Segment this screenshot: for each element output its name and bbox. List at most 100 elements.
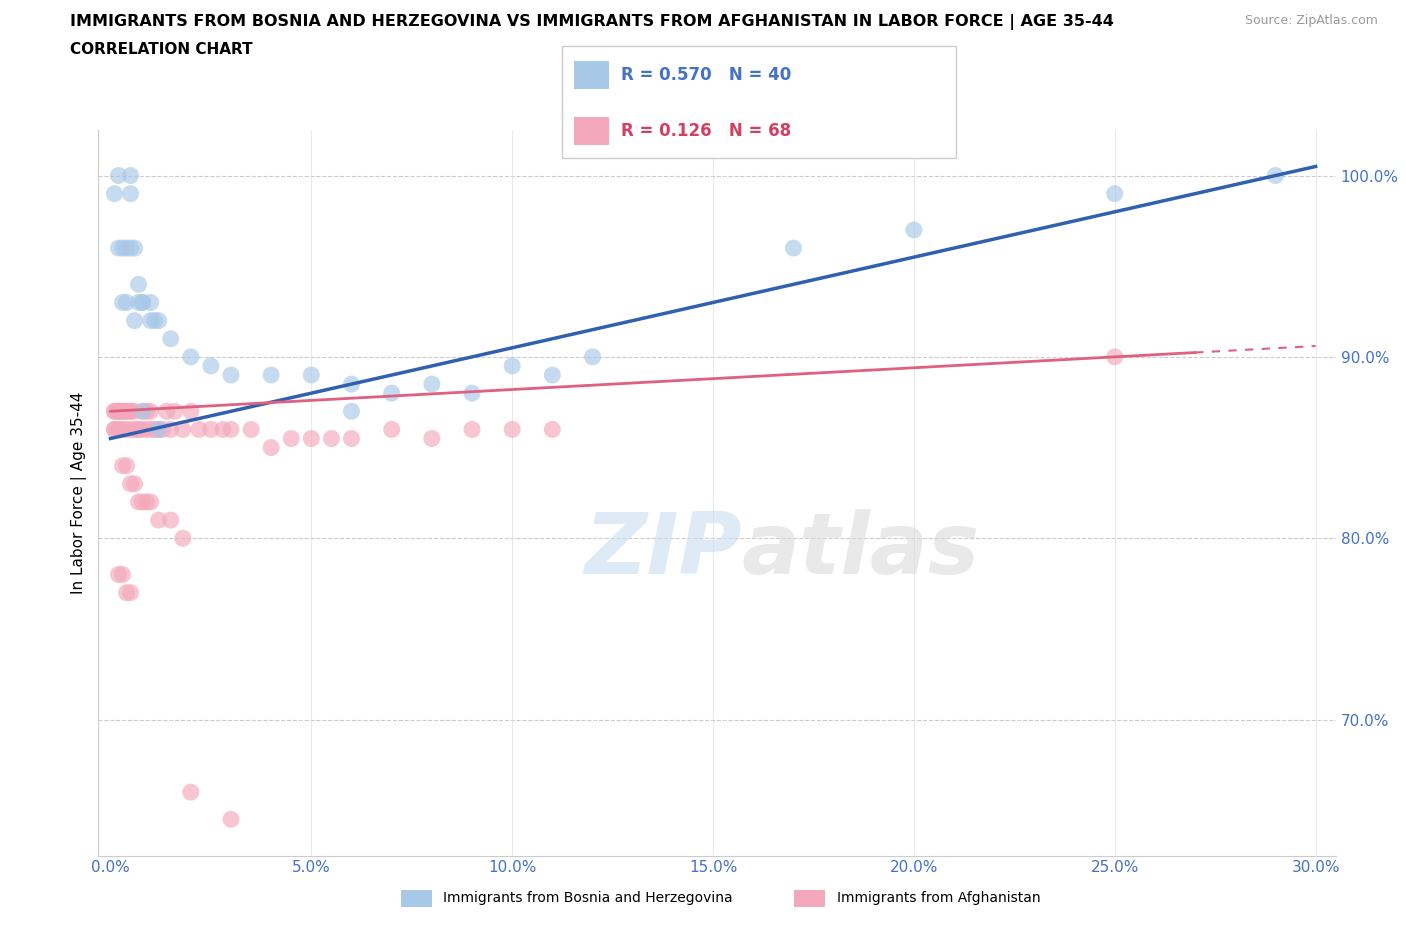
Point bbox=[143, 313, 166, 328]
Point bbox=[148, 512, 170, 527]
Point bbox=[148, 313, 170, 328]
Point bbox=[103, 404, 125, 418]
Point bbox=[115, 295, 138, 310]
Point bbox=[172, 422, 194, 437]
Point bbox=[581, 350, 603, 365]
Point bbox=[107, 422, 129, 437]
Point bbox=[420, 432, 443, 446]
Point bbox=[107, 241, 129, 256]
Text: ZIP: ZIP bbox=[583, 510, 742, 592]
Point bbox=[103, 404, 125, 418]
Text: CORRELATION CHART: CORRELATION CHART bbox=[70, 42, 253, 57]
Point bbox=[124, 404, 146, 418]
Point bbox=[111, 567, 134, 582]
Point bbox=[321, 432, 343, 446]
Point bbox=[541, 367, 564, 382]
Point bbox=[143, 422, 166, 437]
Text: Immigrants from Afghanistan: Immigrants from Afghanistan bbox=[837, 891, 1040, 906]
Point bbox=[139, 404, 162, 418]
Point bbox=[340, 404, 363, 418]
Point bbox=[461, 422, 484, 437]
Point bbox=[115, 585, 138, 600]
Point bbox=[107, 404, 129, 418]
Point bbox=[159, 422, 181, 437]
Point bbox=[115, 458, 138, 473]
Point bbox=[115, 404, 138, 418]
Point bbox=[340, 377, 363, 392]
Point bbox=[381, 386, 404, 401]
Point bbox=[152, 422, 174, 437]
Point bbox=[115, 241, 138, 256]
Point bbox=[120, 186, 142, 201]
Point bbox=[240, 422, 263, 437]
Point bbox=[260, 367, 283, 382]
Point bbox=[120, 168, 142, 183]
Text: Source: ZipAtlas.com: Source: ZipAtlas.com bbox=[1244, 14, 1378, 27]
Point bbox=[131, 495, 153, 510]
Point bbox=[782, 241, 804, 256]
Point bbox=[107, 422, 129, 437]
Point bbox=[219, 422, 242, 437]
Text: R = 0.126   N = 68: R = 0.126 N = 68 bbox=[621, 122, 792, 140]
Point bbox=[280, 432, 302, 446]
Point bbox=[903, 222, 925, 237]
Point bbox=[111, 404, 134, 418]
Point bbox=[420, 377, 443, 392]
Point bbox=[340, 432, 363, 446]
Point bbox=[124, 313, 146, 328]
Point bbox=[107, 567, 129, 582]
Point bbox=[115, 422, 138, 437]
Point bbox=[501, 358, 523, 373]
Point bbox=[111, 404, 134, 418]
Point bbox=[139, 422, 162, 437]
Point bbox=[111, 404, 134, 418]
Point bbox=[103, 422, 125, 437]
Point bbox=[180, 404, 202, 418]
Point bbox=[461, 386, 484, 401]
Point bbox=[200, 422, 222, 437]
Point bbox=[187, 422, 209, 437]
Point bbox=[156, 404, 179, 418]
Text: atlas: atlas bbox=[742, 510, 980, 592]
Point bbox=[200, 358, 222, 373]
Point bbox=[135, 404, 157, 418]
Point bbox=[111, 241, 134, 256]
Point bbox=[107, 168, 129, 183]
Point bbox=[128, 422, 150, 437]
Point bbox=[131, 295, 153, 310]
Point bbox=[219, 812, 242, 827]
Point bbox=[124, 476, 146, 491]
Point bbox=[1104, 350, 1126, 365]
Point bbox=[124, 422, 146, 437]
Point bbox=[120, 476, 142, 491]
Point bbox=[180, 350, 202, 365]
Point bbox=[103, 186, 125, 201]
Point bbox=[120, 404, 142, 418]
Point bbox=[139, 313, 162, 328]
Point bbox=[1264, 168, 1286, 183]
Point bbox=[131, 422, 153, 437]
Point bbox=[381, 422, 404, 437]
Text: R = 0.570   N = 40: R = 0.570 N = 40 bbox=[621, 66, 792, 84]
Point bbox=[139, 295, 162, 310]
Point bbox=[219, 367, 242, 382]
Point bbox=[120, 241, 142, 256]
Point bbox=[163, 404, 186, 418]
Point bbox=[128, 422, 150, 437]
Point bbox=[111, 422, 134, 437]
Point bbox=[299, 432, 322, 446]
Point bbox=[159, 331, 181, 346]
Point bbox=[148, 422, 170, 437]
Point bbox=[128, 495, 150, 510]
Point bbox=[139, 495, 162, 510]
Y-axis label: In Labor Force | Age 35-44: In Labor Force | Age 35-44 bbox=[72, 392, 87, 594]
Point bbox=[111, 458, 134, 473]
Point bbox=[120, 404, 142, 418]
Point bbox=[501, 422, 523, 437]
Point bbox=[111, 295, 134, 310]
Point bbox=[131, 404, 153, 418]
Point bbox=[128, 277, 150, 292]
Point bbox=[159, 512, 181, 527]
Point bbox=[107, 404, 129, 418]
Point bbox=[135, 422, 157, 437]
